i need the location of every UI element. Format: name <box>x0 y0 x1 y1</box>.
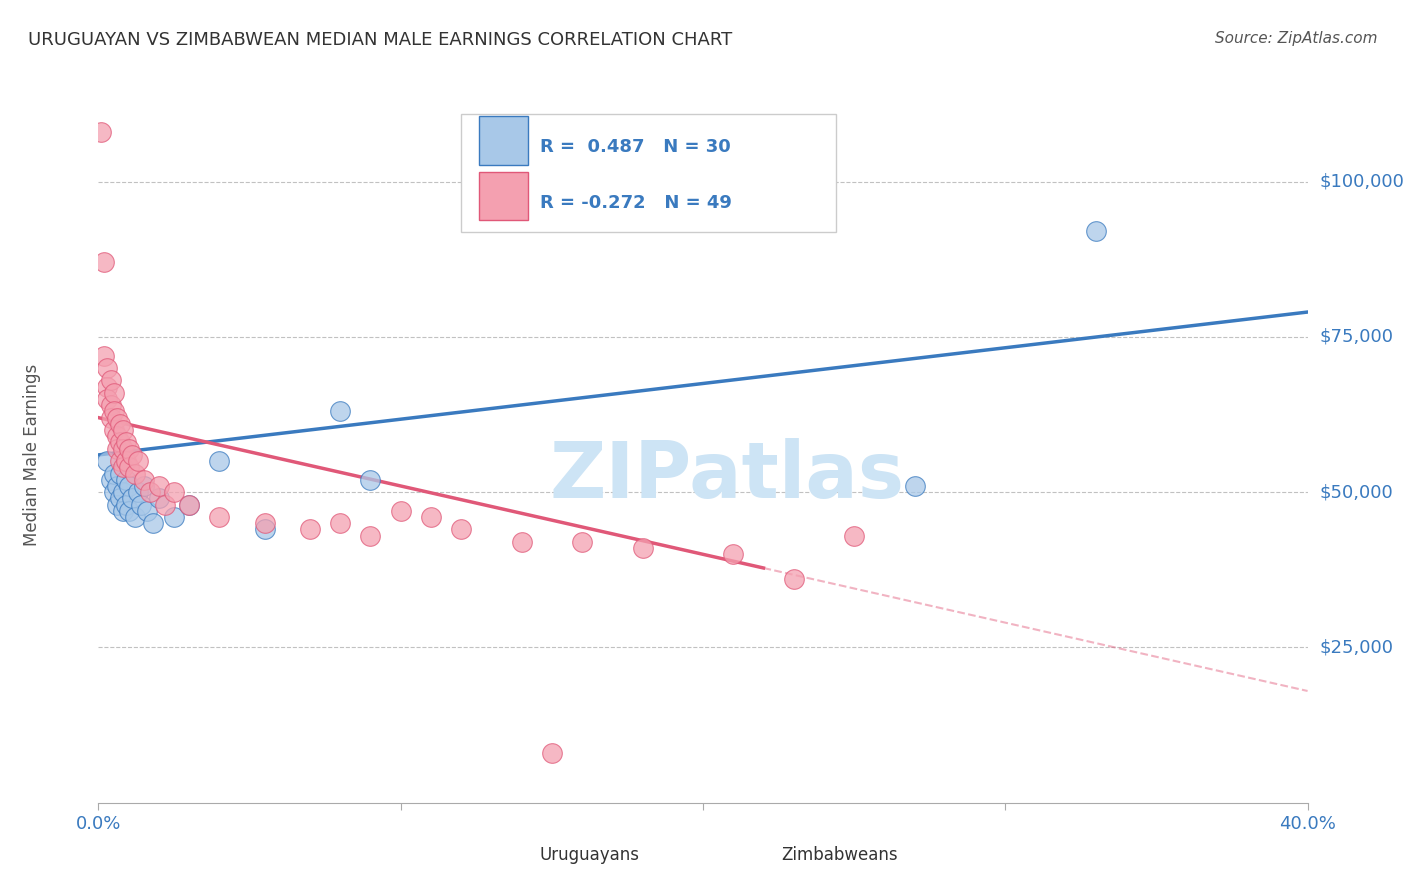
Point <box>540 746 562 760</box>
Point <box>844 529 866 543</box>
Point <box>111 460 134 475</box>
Point <box>571 534 593 549</box>
Point <box>114 454 136 468</box>
Point <box>177 498 201 512</box>
Point <box>118 479 141 493</box>
Point <box>121 491 143 506</box>
Point <box>163 510 186 524</box>
Point <box>129 498 152 512</box>
Point <box>105 479 128 493</box>
Point <box>124 510 146 524</box>
Point <box>139 485 162 500</box>
FancyBboxPatch shape <box>461 114 837 232</box>
Point <box>103 385 125 400</box>
Point <box>329 516 352 531</box>
Point <box>103 485 125 500</box>
Point <box>105 429 128 443</box>
Point <box>132 479 155 493</box>
Point <box>177 498 201 512</box>
Point <box>132 473 155 487</box>
Point <box>96 392 118 406</box>
FancyBboxPatch shape <box>479 116 527 165</box>
FancyBboxPatch shape <box>479 172 527 220</box>
Point <box>360 473 382 487</box>
Point <box>103 404 125 418</box>
Text: $25,000: $25,000 <box>1320 639 1393 657</box>
Point <box>208 454 231 468</box>
Point <box>389 504 412 518</box>
Point <box>108 435 131 450</box>
Point <box>148 491 170 506</box>
Point <box>1085 224 1108 238</box>
Point <box>96 454 118 468</box>
Point <box>111 423 134 437</box>
FancyBboxPatch shape <box>485 841 524 872</box>
Point <box>105 442 128 456</box>
Text: $100,000: $100,000 <box>1320 172 1405 191</box>
Point <box>253 516 276 531</box>
Point <box>450 523 472 537</box>
Point <box>93 349 115 363</box>
Point <box>114 435 136 450</box>
Point <box>360 529 382 543</box>
Point <box>90 125 112 139</box>
Point <box>127 454 149 468</box>
Text: R = -0.272   N = 49: R = -0.272 N = 49 <box>540 194 731 211</box>
Point <box>105 410 128 425</box>
Point <box>108 467 131 481</box>
Point <box>163 485 186 500</box>
Point <box>105 498 128 512</box>
Point <box>118 442 141 456</box>
Text: Uruguayans: Uruguayans <box>540 846 640 864</box>
Point <box>100 373 122 387</box>
Point <box>118 460 141 475</box>
Point <box>108 417 131 431</box>
Text: ZIPatlas: ZIPatlas <box>550 438 904 514</box>
Point <box>148 479 170 493</box>
Point <box>329 404 352 418</box>
Point <box>153 498 176 512</box>
Text: R =  0.487   N = 30: R = 0.487 N = 30 <box>540 138 731 156</box>
Point <box>419 510 441 524</box>
Text: Zimbabweans: Zimbabweans <box>782 846 898 864</box>
Point <box>96 360 118 375</box>
Point <box>114 473 136 487</box>
Point <box>124 467 146 481</box>
Point <box>114 498 136 512</box>
Point <box>782 572 804 586</box>
Point <box>100 410 122 425</box>
Point <box>208 510 231 524</box>
Point <box>721 547 744 561</box>
Point <box>111 504 134 518</box>
Point <box>111 485 134 500</box>
Point <box>118 504 141 518</box>
Point <box>127 485 149 500</box>
Point <box>631 541 654 555</box>
Point <box>108 491 131 506</box>
Point <box>121 448 143 462</box>
Point <box>103 423 125 437</box>
Point <box>142 516 165 531</box>
Point <box>510 534 533 549</box>
Point <box>108 454 131 468</box>
Point <box>135 504 157 518</box>
Point <box>111 442 134 456</box>
Text: Source: ZipAtlas.com: Source: ZipAtlas.com <box>1215 31 1378 46</box>
Point <box>103 467 125 481</box>
Point <box>96 379 118 393</box>
Text: Median Male Earnings: Median Male Earnings <box>22 364 41 546</box>
Point <box>253 523 276 537</box>
Text: $75,000: $75,000 <box>1320 328 1393 346</box>
Point <box>100 473 122 487</box>
Point <box>299 523 322 537</box>
Text: $50,000: $50,000 <box>1320 483 1393 501</box>
Text: URUGUAYAN VS ZIMBABWEAN MEDIAN MALE EARNINGS CORRELATION CHART: URUGUAYAN VS ZIMBABWEAN MEDIAN MALE EARN… <box>28 31 733 49</box>
Point <box>904 479 927 493</box>
FancyBboxPatch shape <box>727 841 766 872</box>
Point <box>93 255 115 269</box>
Point <box>100 398 122 412</box>
